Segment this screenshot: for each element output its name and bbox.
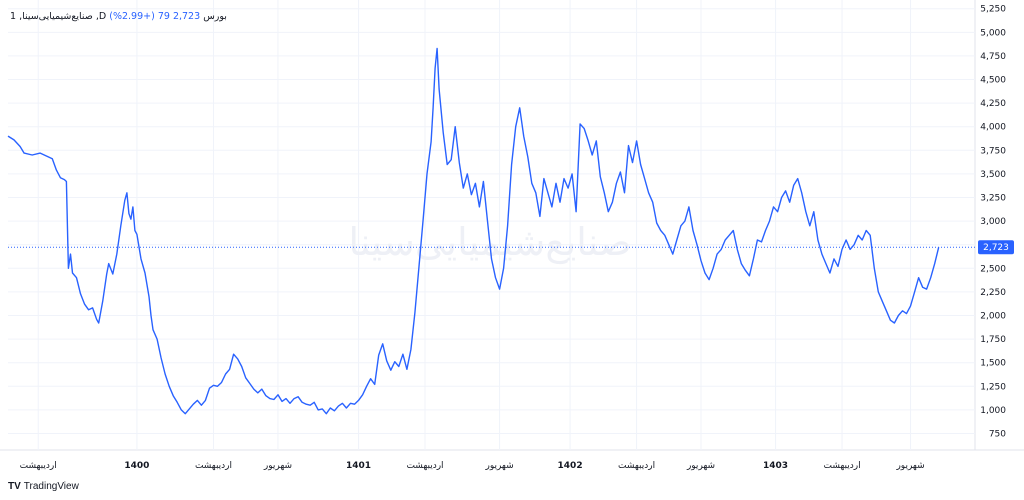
y-tick-label: 1,250 (980, 382, 1006, 392)
y-tick-label: 5,000 (980, 28, 1006, 38)
y-tick-label: 4,750 (980, 52, 1006, 62)
x-tick-label: 1402 (558, 461, 583, 471)
x-tick-label: اردیبهشت (406, 461, 443, 471)
y-tick-label: 4,250 (980, 99, 1006, 109)
time-axis: اردیبهشت 1400 اردیبهشت شهریور 1401 اردیبهشت شه… (20, 461, 925, 471)
y-tick-label: 3,750 (980, 146, 1006, 156)
price-axis: 750 1,000 1,250 1,500 1,750 2,000 2,250 2,500 2,… (980, 5, 1006, 440)
y-tick-label: 2,250 (980, 288, 1006, 298)
x-tick-label: 1400 (124, 461, 149, 471)
x-tick-label: اردیبهشت (195, 461, 232, 471)
x-tick-label: شهریور (895, 461, 924, 471)
y-tick-label: 750 (989, 429, 1006, 439)
y-tick-label: 3,500 (980, 170, 1006, 180)
y-tick-label: 2,000 (980, 311, 1006, 321)
last-price-badge: 2,723 (978, 240, 1014, 255)
y-tick-label: 5,250 (980, 5, 1006, 15)
tradingview-logo[interactable]: TV TradingView (8, 481, 79, 492)
price-series-line (7, 47, 940, 415)
last-price: 2,723 (172, 11, 201, 22)
exchange-name: بورس (203, 11, 227, 22)
grid (0, 0, 1024, 451)
symbol-header: 1 ,صنایع‌شیمیایی‌سینا ,D بورس 2,723 79 (… (10, 11, 227, 22)
symbol-name: 1 ,صنایع‌شیمیایی‌سینا ,D (10, 11, 107, 22)
x-tick-label: اردیبهشت (618, 461, 655, 471)
x-tick-label: اردیبهشت (20, 461, 57, 471)
x-tick-label: 1403 (763, 461, 788, 471)
x-tick-label: شهریور (263, 461, 292, 471)
y-tick-label: 4,000 (980, 123, 1006, 133)
y-tick-label: 1,500 (980, 359, 1006, 369)
price-change: 79 (+2.99%) (109, 11, 170, 22)
x-tick-label: شهریور (686, 461, 715, 471)
y-tick-label: 4,500 (980, 76, 1006, 86)
y-tick-label: 1,750 (980, 335, 1006, 345)
x-tick-label: اردیبهشت (823, 461, 860, 471)
last-price-label: 2,723 (983, 243, 1009, 253)
x-tick-label: شهریور (484, 461, 513, 471)
x-tick-label: 1401 (346, 461, 371, 471)
tradingview-icon: TV (8, 481, 21, 492)
y-tick-label: 3,000 (980, 217, 1006, 227)
y-tick-label: 3,250 (980, 194, 1006, 204)
y-tick-label: 2,500 (980, 264, 1006, 274)
y-tick-label: 1,000 (980, 406, 1006, 416)
brand-name: TradingView (23, 481, 79, 492)
